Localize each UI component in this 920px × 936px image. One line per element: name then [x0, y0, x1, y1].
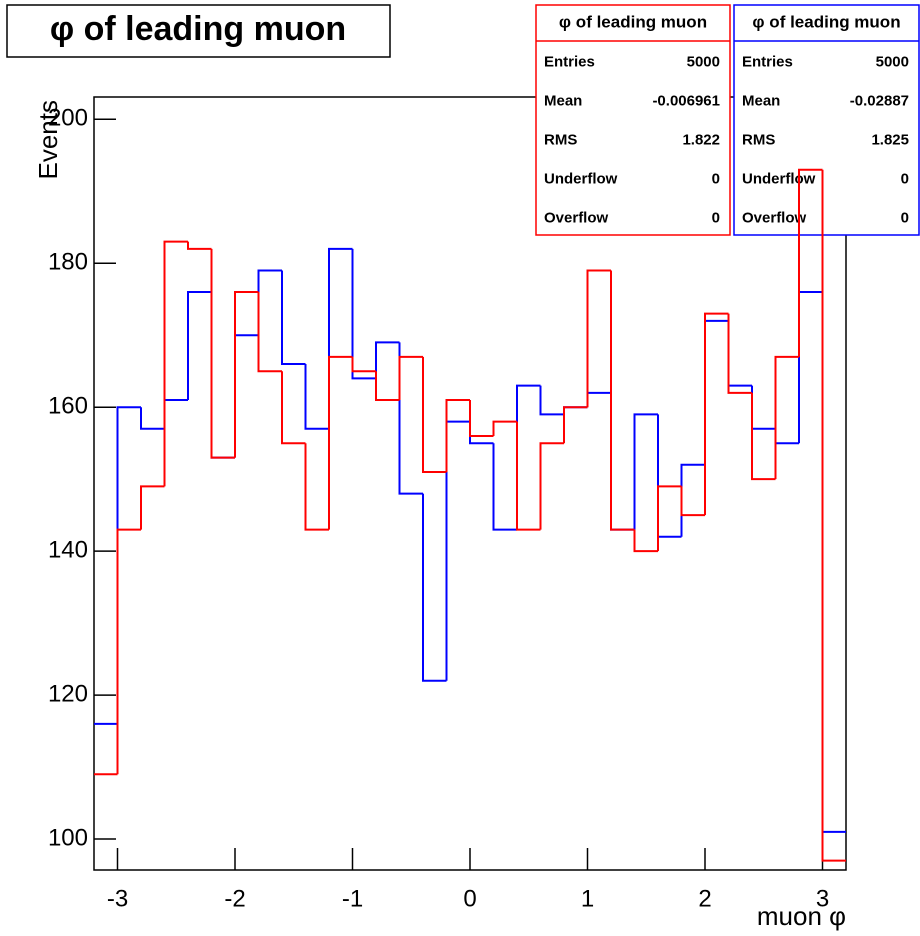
histogram-bin: [539, 442, 564, 530]
stats-label: RMS: [742, 131, 775, 148]
stats-label: Entries: [742, 53, 793, 70]
stats-value: -0.006961: [652, 92, 720, 109]
histogram-bin: [422, 493, 447, 682]
histogram-bin: [633, 529, 658, 553]
histogram-bin: [140, 485, 165, 530]
x-tick-label: 3: [816, 885, 829, 912]
title-box: [6, 4, 391, 58]
stats-label: Underflow: [742, 170, 816, 187]
histogram-bin: [281, 270, 306, 366]
histogram-bin: [398, 355, 423, 401]
x-tick-label: 0: [463, 885, 476, 912]
stats-label: Overflow: [742, 209, 807, 226]
y-tick-label: 140: [48, 536, 88, 563]
histogram-bin: [422, 356, 447, 473]
stats-value: 0: [901, 209, 909, 226]
x-tick-label: -1: [342, 885, 363, 912]
histogram-bin: [187, 241, 212, 250]
chart-title: φ of leading muon: [50, 10, 346, 48]
histogram-bin: [304, 364, 329, 430]
histogram-bin: [281, 371, 306, 445]
histogram-bin: [516, 421, 541, 531]
stats-value: 0: [901, 170, 909, 187]
histogram-bin: [610, 270, 635, 531]
histogram-bin: [163, 240, 188, 487]
stats-value: 5000: [876, 53, 909, 70]
stats-box: [535, 4, 731, 236]
histogram-bin: [375, 341, 400, 379]
stats-label: Entries: [544, 53, 595, 70]
histogram-bin: [586, 269, 611, 408]
histogram-bin: [187, 291, 212, 401]
histogram-bin: [257, 292, 282, 373]
histogram-bin: [140, 407, 165, 430]
y-axis-label: Events: [33, 100, 63, 180]
histogram-bin: [727, 313, 752, 394]
stats-value: 5000: [687, 53, 720, 70]
stats-label: Mean: [742, 92, 780, 109]
histogram-bin: [375, 371, 400, 402]
stats-box: [733, 4, 920, 236]
stats-title: φ of leading muon: [559, 12, 707, 31]
histogram-bin: [445, 399, 470, 472]
y-tick-label: 100: [48, 824, 88, 851]
histogram-bin: [680, 486, 705, 517]
y-tick-label: 160: [48, 393, 88, 420]
histogram-bin: [351, 356, 376, 373]
stats-title: φ of leading muon: [752, 12, 900, 31]
stats-value: -0.02887: [850, 92, 909, 109]
stats-label: Underflow: [544, 170, 618, 187]
histogram-bin: [234, 291, 259, 458]
histogram-bin: [492, 443, 517, 531]
x-axis-label: muon φ: [757, 901, 846, 931]
x-tick-label: 1: [581, 885, 594, 912]
histogram-bin: [751, 392, 776, 481]
histogram-bin: [539, 385, 564, 416]
y-tick-label: 200: [48, 105, 88, 132]
stats-value: 1.825: [871, 131, 909, 148]
histogram-bin: [633, 413, 658, 530]
stats-value: 0: [712, 170, 720, 187]
stats-label: Overflow: [544, 209, 609, 226]
x-tick-label: -3: [107, 885, 128, 912]
y-tick-label: 120: [48, 680, 88, 707]
histogram-bin: [351, 248, 376, 380]
histogram-bin: [798, 168, 823, 357]
y-tick-label: 180: [48, 249, 88, 276]
histogram-bin: [774, 355, 799, 480]
stats-value: 0: [712, 209, 720, 226]
histogram-bin: [328, 355, 353, 530]
stats-value: 1.822: [682, 131, 720, 148]
histogram-bin: [304, 443, 329, 531]
histogram-bin: [210, 248, 235, 459]
x-tick-label: 2: [698, 885, 711, 912]
histogram-bin: [657, 485, 682, 552]
histogram-bin: [704, 312, 729, 516]
histogram-bin: [821, 169, 846, 862]
histogram-bin: [492, 420, 517, 436]
x-tick-label: -2: [224, 885, 245, 912]
stats-label: RMS: [544, 131, 577, 148]
histogram-bin: [469, 400, 494, 437]
histogram-bin: [563, 406, 588, 444]
histogram-bin: [116, 528, 141, 775]
stats-label: Mean: [544, 92, 582, 109]
